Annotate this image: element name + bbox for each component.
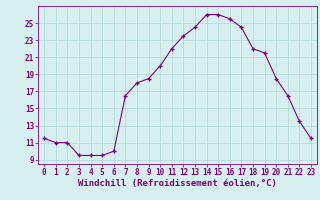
X-axis label: Windchill (Refroidissement éolien,°C): Windchill (Refroidissement éolien,°C) [78, 179, 277, 188]
